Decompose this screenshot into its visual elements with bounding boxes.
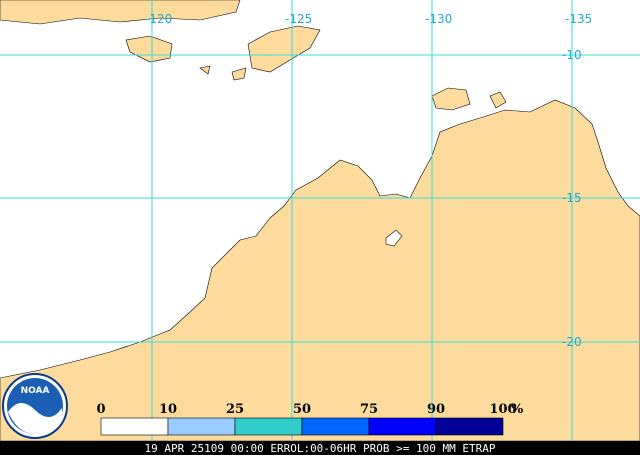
footer-text: 19 APR 25109 00:00 ERROL:00-06HR PROB >=… <box>145 442 496 455</box>
legend-swatch <box>167 417 236 436</box>
land <box>0 0 640 442</box>
legend-label: 50 <box>293 402 311 417</box>
legend: 0 10 25 50 75 90 100% <box>96 402 524 436</box>
noaa-logo: NOAA <box>2 373 68 439</box>
legend-swatch <box>100 417 169 436</box>
latitude-label: -20 <box>562 335 582 349</box>
logo-text: NOAA <box>21 386 50 396</box>
legend-label: 25 <box>226 402 244 417</box>
legend-swatch <box>301 417 370 436</box>
legend-label: 10 <box>159 402 177 417</box>
longitude-label: -135 <box>565 12 592 26</box>
legend-label: 0 <box>96 402 105 417</box>
graticule <box>0 0 640 441</box>
legend-swatch <box>435 417 504 436</box>
longitude-label: -125 <box>285 12 312 26</box>
latitude-label: -10 <box>562 48 582 62</box>
legend-swatch <box>234 417 303 436</box>
legend-swatch <box>368 417 437 436</box>
longitude-label: -130 <box>425 12 452 26</box>
legend-unit: % <box>511 402 524 417</box>
footer-bar <box>0 441 640 455</box>
legend-label: 100 <box>489 402 516 417</box>
legend-label: 90 <box>427 402 445 417</box>
longitude-label: -120 <box>145 12 172 26</box>
latitude-label: -15 <box>562 191 582 205</box>
logo-wave <box>8 402 62 434</box>
legend-label: 75 <box>360 402 378 417</box>
